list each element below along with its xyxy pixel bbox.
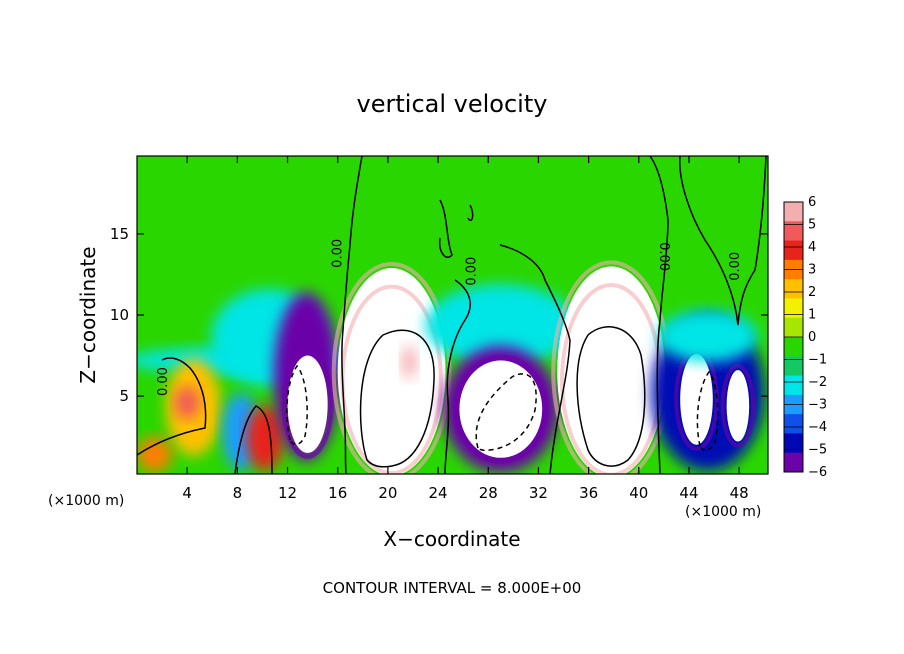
contour-labels: 0.00 0.00 0.00 0.00 0.00 — [156, 239, 743, 396]
colorbar-swatch — [784, 452, 803, 473]
contour-label: 0.00 — [728, 252, 743, 281]
velocity-cell — [425, 284, 577, 366]
y-tick-label: 10 — [110, 306, 129, 324]
y-axis: 5 10 15 — [110, 225, 768, 405]
plot-area: 0.00 0.00 0.00 0.00 0.00 — [136, 155, 769, 475]
colorbar-tick-label: −5 — [808, 443, 827, 458]
velocity-cell-edge — [331, 261, 452, 474]
contour-label: 0.00 — [330, 239, 345, 268]
colorbar-swatch — [784, 202, 803, 222]
velocity-cell — [680, 353, 713, 445]
colorbar-tick-label: −1 — [808, 353, 827, 368]
colorbar-tick-label: 6 — [808, 195, 816, 210]
colorbar-swatch — [784, 298, 803, 319]
colorbar-tick-label: −4 — [808, 420, 827, 435]
velocity-cell-edge — [453, 354, 549, 464]
colorbar-swatch — [784, 317, 803, 338]
x-unit-label-left: (×1000 m) — [48, 493, 124, 509]
velocity-cell — [246, 405, 284, 471]
colorbar-swatch — [784, 240, 803, 261]
x-axis-label: X−coordinate — [383, 527, 520, 551]
x-tick-label: 36 — [579, 484, 598, 502]
y-tick-label: 15 — [110, 225, 129, 243]
zero-contour-line — [649, 156, 669, 474]
zero-contour-line — [286, 364, 308, 446]
colorbar-swatch — [784, 356, 803, 377]
x-tick-label: 20 — [378, 484, 397, 502]
zero-contour-line — [359, 329, 435, 468]
velocity-cell-edge — [281, 349, 334, 459]
zero-contour-line — [444, 279, 471, 474]
colorbar-swatch — [784, 375, 803, 396]
x-axis: 4 8 12 16 20 24 28 32 36 40 44 48 — [182, 156, 749, 502]
colorbar-tick-label: −6 — [808, 465, 827, 480]
velocity-cell — [287, 355, 328, 453]
colorbar-tick-label: 3 — [808, 263, 816, 278]
x-tick-label: 48 — [730, 484, 749, 502]
velocity-field — [137, 260, 765, 474]
x-tick-label: 8 — [233, 484, 243, 502]
colorbar-tick-label: 2 — [808, 285, 816, 300]
velocity-cell — [726, 370, 750, 442]
zero-contour-line — [341, 156, 363, 474]
zero-contour-line — [576, 326, 646, 467]
zero-contour-line — [499, 244, 571, 474]
colorbar-tick-label: 1 — [808, 308, 816, 323]
colorbar: 6 5 4 3 2 1 0 −1 −2 −3 −4 −5 −6 — [783, 195, 827, 480]
zero-contour-line — [696, 370, 719, 451]
x-tick-label: 4 — [182, 484, 192, 502]
velocity-cell — [566, 289, 657, 471]
velocity-cell — [137, 436, 173, 473]
zero-contour-line — [234, 405, 273, 474]
x-tick-label: 32 — [529, 484, 548, 502]
zero-contour-lines — [137, 156, 767, 474]
zero-contour-line — [679, 156, 767, 326]
zero-contour-line — [475, 373, 537, 452]
colorbar-tick-label: −2 — [808, 375, 827, 390]
colorbar-tick-label: 0 — [808, 330, 816, 345]
x-tick-label: 12 — [278, 484, 297, 502]
x-tick-label: 24 — [429, 484, 448, 502]
y-axis-label: Z−coordinate — [76, 246, 100, 383]
colorbar-tick-label: 5 — [808, 218, 816, 233]
contour-label: 0.00 — [156, 367, 171, 396]
velocity-cell-edge — [720, 364, 756, 448]
x-unit-label-right: (×1000 m) — [685, 504, 761, 520]
colorbar-swatch — [784, 279, 803, 299]
x-tick-label: 44 — [679, 484, 698, 502]
colorbar-swatch — [784, 414, 803, 434]
zero-contour-line — [137, 357, 207, 456]
colorbar-tick-label: −3 — [808, 398, 827, 413]
x-tick-label: 16 — [328, 484, 347, 502]
x-tick-label: 28 — [479, 484, 498, 502]
velocity-cell — [459, 360, 543, 458]
chart-title: vertical velocity — [357, 90, 548, 118]
x-tick-label: 40 — [629, 484, 648, 502]
contour-label: 0.00 — [656, 242, 671, 271]
colorbar-swatch — [784, 221, 803, 242]
zero-contour-line — [438, 199, 474, 259]
colorbar-swatch — [784, 337, 803, 357]
contour-label: 0.00 — [465, 257, 480, 286]
y-tick-label: 5 — [119, 387, 129, 405]
velocity-cell — [657, 310, 758, 363]
colorbar-tick-label: 4 — [808, 240, 816, 255]
colorbar-swatch — [784, 433, 803, 454]
contour-interval-note: CONTOUR INTERVAL = 8.000E+00 — [323, 579, 582, 597]
velocity-cell — [346, 290, 437, 470]
velocity-cell — [174, 386, 200, 419]
velocity-cell — [401, 345, 417, 379]
